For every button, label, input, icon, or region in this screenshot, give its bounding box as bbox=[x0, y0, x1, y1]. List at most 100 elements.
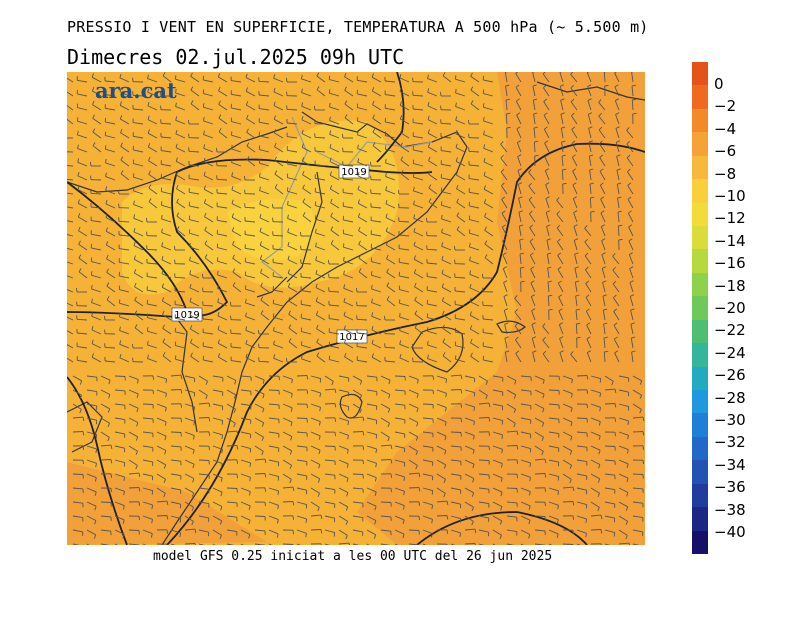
wind-barb-feather bbox=[570, 407, 573, 412]
wind-barb bbox=[503, 282, 508, 293]
wind-barb-feather bbox=[374, 520, 377, 525]
wind-barb-feather bbox=[152, 390, 154, 395]
wind-barb-feather bbox=[541, 422, 545, 427]
wind-barb-feather bbox=[500, 154, 504, 159]
wind-barb-feather bbox=[575, 280, 580, 283]
wind-barb bbox=[455, 92, 466, 97]
wind-barb-feather bbox=[616, 154, 621, 157]
wind-barb bbox=[77, 175, 88, 181]
wind-barb-feather bbox=[92, 100, 95, 105]
wind-barb-feather bbox=[301, 88, 303, 93]
wind-barb bbox=[442, 314, 452, 321]
wind-barb-feather bbox=[333, 532, 336, 537]
wind-barb-feather bbox=[375, 448, 378, 453]
wind-barb bbox=[505, 100, 508, 111]
wind-barb bbox=[385, 80, 396, 83]
wind-barb-feather bbox=[413, 241, 416, 246]
wind-barb-feather bbox=[273, 101, 276, 106]
wind-barb bbox=[542, 326, 550, 335]
wind-barb bbox=[380, 459, 392, 461]
wind-barb bbox=[212, 487, 223, 493]
wind-barb-feather bbox=[597, 507, 600, 512]
wind-barb bbox=[147, 119, 158, 125]
wind-barb-feather bbox=[289, 465, 293, 469]
wind-barb bbox=[148, 160, 158, 167]
wind-barb bbox=[586, 72, 592, 83]
wind-barb-feather bbox=[556, 519, 559, 524]
colorbar-tick-label: −8 bbox=[714, 164, 737, 183]
wind-barb-feather bbox=[316, 324, 319, 329]
wind-barb bbox=[162, 75, 172, 83]
wind-barb-feather bbox=[484, 240, 488, 245]
wind-barb bbox=[602, 282, 606, 293]
wind-barb-feather bbox=[571, 112, 575, 117]
wind-barb-feather bbox=[603, 322, 608, 325]
wind-barb-feather bbox=[528, 196, 533, 201]
wind-barb bbox=[400, 146, 410, 153]
wind-barb bbox=[615, 142, 620, 153]
wind-barb bbox=[632, 515, 643, 519]
wind-barb-feather bbox=[427, 74, 429, 79]
wind-barb bbox=[519, 267, 522, 279]
wind-barb-feather bbox=[371, 353, 374, 358]
wind-barb bbox=[302, 201, 312, 209]
wind-barb-feather bbox=[231, 199, 234, 204]
wind-barb bbox=[394, 473, 405, 478]
wind-barb bbox=[483, 332, 494, 335]
wind-barb-feather bbox=[372, 142, 376, 147]
wind-barb-feather bbox=[302, 212, 306, 217]
wind-barb-feather bbox=[344, 114, 348, 119]
wind-barb-feather bbox=[317, 507, 320, 512]
wind-barb-feather bbox=[454, 75, 457, 80]
wind-barb-feather bbox=[219, 520, 223, 525]
wind-barb bbox=[133, 258, 144, 265]
wind-barb-feather bbox=[560, 98, 565, 101]
wind-barb-feather bbox=[288, 324, 292, 329]
wind-barb bbox=[114, 487, 125, 492]
wind-barb-feather bbox=[628, 210, 632, 214]
wind-barb bbox=[282, 473, 292, 480]
wind-barb-feather bbox=[612, 266, 616, 271]
wind-barb-feather bbox=[315, 283, 318, 288]
wind-barb bbox=[189, 178, 200, 181]
wind-barb bbox=[114, 445, 125, 449]
wind-barb-feather bbox=[630, 322, 635, 325]
isobar-southeast bbox=[416, 511, 588, 545]
wind-barb bbox=[618, 431, 629, 436]
wind-barb-feather bbox=[632, 98, 637, 101]
wind-barb-feather bbox=[455, 171, 459, 176]
wind-barb bbox=[120, 159, 130, 167]
wind-barb-feather bbox=[426, 327, 429, 332]
wind-barb-feather bbox=[617, 210, 622, 213]
wind-barb-feather bbox=[343, 325, 346, 330]
wind-barb bbox=[455, 106, 466, 111]
wind-barb bbox=[422, 459, 433, 463]
wind-barb-feather bbox=[231, 158, 233, 163]
wind-barb-feather bbox=[385, 186, 388, 191]
wind-barb bbox=[310, 501, 320, 508]
wind-barb-feather bbox=[574, 238, 579, 241]
wind-barb bbox=[357, 346, 368, 349]
wind-barb-feather bbox=[402, 519, 405, 524]
wind-barb bbox=[413, 108, 424, 111]
wind-barb-feather bbox=[343, 256, 345, 261]
wind-barb-feather bbox=[598, 126, 603, 131]
wind-barb-feather bbox=[416, 393, 419, 398]
wind-barb bbox=[114, 431, 125, 435]
wind-barb bbox=[119, 104, 130, 111]
wind-barb bbox=[184, 459, 195, 465]
wind-barb bbox=[316, 355, 326, 363]
wind-barb-feather bbox=[91, 87, 95, 92]
wind-barb bbox=[483, 106, 494, 111]
wind-barb-feather bbox=[611, 381, 614, 386]
wind-barb-feather bbox=[274, 156, 277, 161]
wind-barb-feather bbox=[175, 157, 178, 162]
wind-barb bbox=[400, 118, 410, 125]
wind-barb-feather bbox=[626, 154, 631, 159]
wind-barb bbox=[515, 100, 522, 111]
wind-barb bbox=[618, 417, 629, 422]
wind-barb-feather bbox=[570, 351, 574, 355]
wind-barb bbox=[358, 244, 368, 251]
wind-barb-feather bbox=[347, 435, 349, 440]
wind-barb bbox=[544, 156, 550, 167]
